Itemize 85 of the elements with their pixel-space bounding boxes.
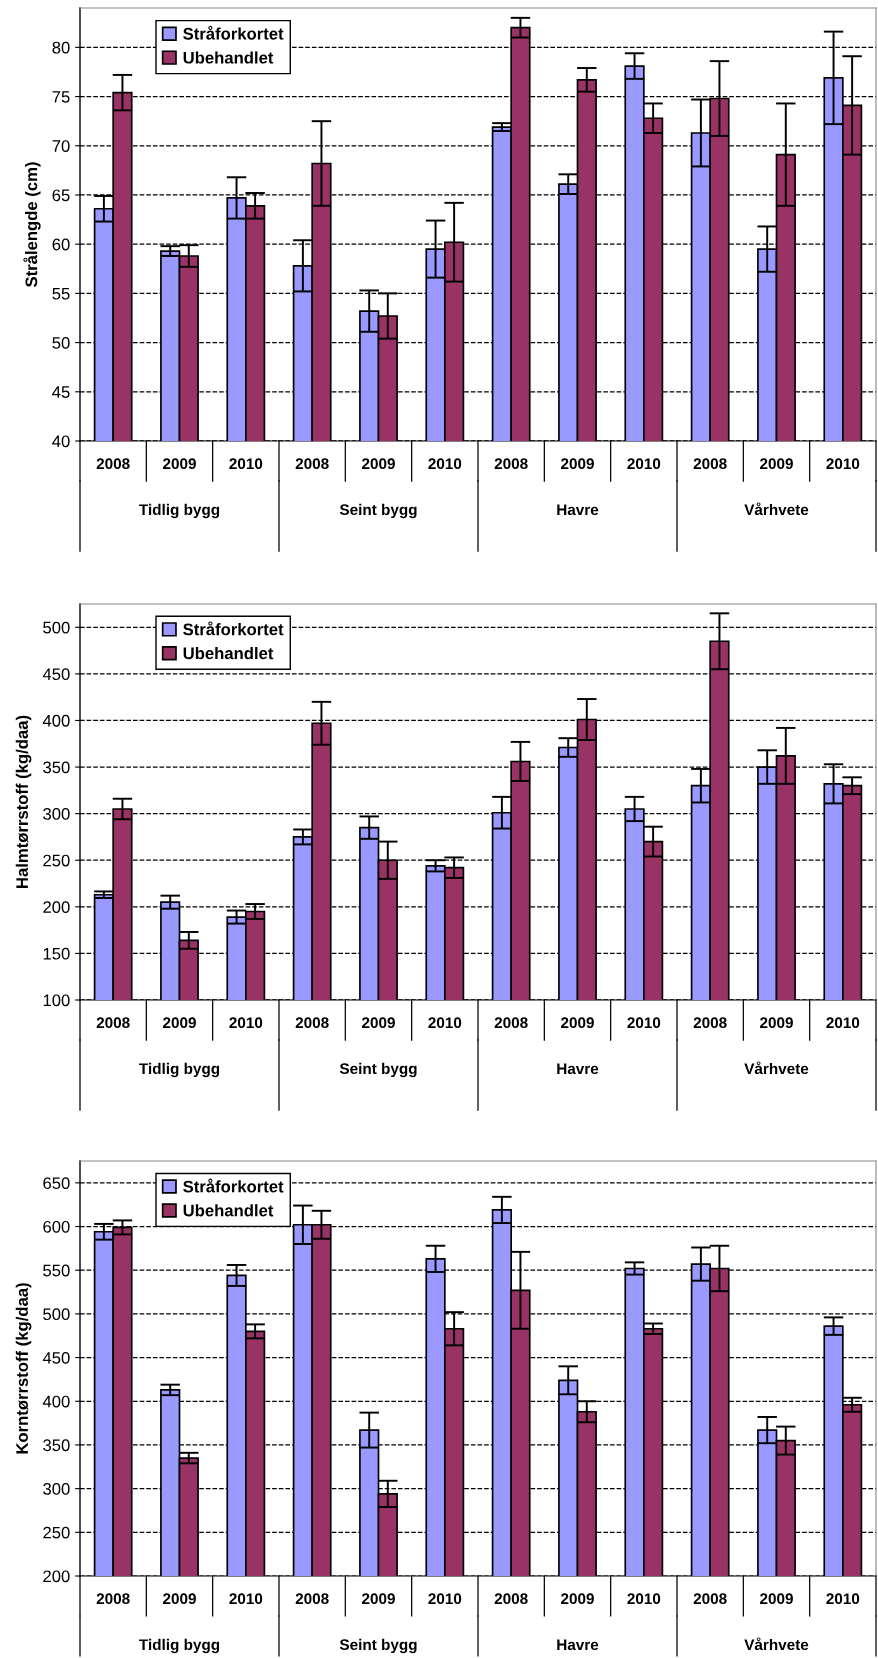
y-tick-label: 450	[42, 1351, 70, 1364]
x-tick-label: 2008	[295, 1593, 329, 1605]
x-tick-label: 2010	[428, 1593, 462, 1605]
x-tick-label: 2008	[494, 1593, 528, 1605]
x-tick-label: 2008	[96, 1017, 130, 1029]
legend-label: Stråforkortet	[183, 1178, 284, 1193]
x-tick-label: 2008	[494, 458, 528, 470]
text: Havre	[557, 1063, 599, 1075]
x-tick-label: 2008	[295, 458, 329, 470]
y-tick-label: 40	[52, 435, 70, 448]
x-tick-label: 2009	[561, 1017, 594, 1029]
y-tick-label: 200	[43, 901, 70, 914]
y-tick-label: 500	[43, 621, 70, 634]
x-tick-label: 2009	[561, 1593, 594, 1605]
y-axis-title: Korntørrstoff (kg/daa)	[15, 1283, 32, 1454]
text: Tidlig bygg	[139, 1062, 220, 1078]
legend-label: Ubehandlet	[183, 647, 274, 660]
y-tick-label: 400	[42, 1395, 70, 1408]
y-tick-label: 650	[43, 1177, 70, 1190]
text: Havre	[557, 1639, 599, 1651]
x-tick-label: 2010	[826, 1593, 860, 1605]
x-tick-label: 2009	[760, 1017, 793, 1029]
y-tick-label: 600	[43, 1220, 70, 1233]
y-tick-label: 60	[52, 238, 70, 251]
x-tick-label: 2009	[561, 458, 594, 470]
y-tick-label: 70	[52, 140, 70, 152]
y-tick-label: 450	[42, 668, 70, 681]
y-tick-label: 550	[43, 1264, 70, 1277]
y-tick-label: 80	[52, 41, 70, 54]
y-tick-label: 150	[43, 947, 70, 960]
x-tick-label: 2010	[229, 1593, 263, 1605]
y-tick-label: 300	[43, 808, 70, 820]
text: Vårhvete	[744, 1061, 809, 1075]
x-tick-label: 2010	[627, 1017, 661, 1029]
y-tick-label: 250	[43, 854, 70, 867]
x-tick-label: 2009	[760, 458, 793, 470]
x-tick-label: 2010	[428, 1017, 462, 1029]
x-tick-label: 2009	[163, 1593, 196, 1605]
legend-label: Stråforkortet	[183, 25, 284, 40]
y-tick-label: 250	[43, 1526, 70, 1539]
y-tick-label: 65	[52, 189, 70, 202]
text: Vårhvete	[744, 502, 809, 516]
x-tick-label: 2009	[163, 458, 196, 470]
x-tick-label: 2008	[96, 458, 130, 470]
legend-label: Ubehandlet	[183, 51, 274, 64]
y-tick-label: 50	[52, 336, 70, 349]
legend-label: Ubehandlet	[183, 1204, 274, 1217]
x-tick-label: 2010	[428, 458, 462, 470]
x-tick-label: 2008	[693, 458, 727, 470]
x-tick-label: 2010	[229, 458, 263, 470]
x-tick-label: 2009	[760, 1593, 793, 1605]
x-tick-label: 2010	[627, 458, 661, 470]
text: Seint bygg	[339, 1062, 417, 1078]
x-tick-label: 2010	[229, 1017, 263, 1029]
x-tick-label: 2009	[163, 1017, 196, 1029]
y-tick-label: 500	[43, 1308, 70, 1321]
x-tick-label: 2010	[627, 1593, 661, 1605]
x-tick-label: 2009	[362, 1593, 395, 1605]
y-tick-label: 100	[43, 994, 70, 1007]
text: Tidlig bygg	[139, 1638, 220, 1654]
text: Havre	[557, 504, 599, 516]
y-tick-label: 400	[42, 714, 70, 727]
y-axis-title: Strålengde (cm)	[23, 162, 41, 287]
y-axis-title: Halmtørrstoff (kg/daa)	[15, 715, 32, 888]
y-tick-label: 75	[52, 91, 70, 103]
x-tick-label: 2008	[693, 1593, 727, 1605]
y-tick-label: 350	[43, 1439, 70, 1452]
x-tick-label: 2008	[96, 1593, 130, 1605]
x-tick-label: 2008	[295, 1017, 329, 1029]
x-tick-label: 2009	[362, 458, 395, 470]
x-tick-label: 2009	[362, 1017, 395, 1029]
y-tick-label: 55	[52, 287, 70, 300]
text: Seint bygg	[339, 503, 417, 519]
text: Seint bygg	[339, 1638, 417, 1654]
legend-label: Stråforkortet	[183, 621, 284, 636]
text: Vårhvete	[744, 1637, 809, 1651]
y-tick-label: 300	[43, 1483, 70, 1495]
y-tick-label: 200	[43, 1570, 70, 1583]
x-tick-label: 2008	[494, 1017, 528, 1029]
x-tick-label: 2008	[693, 1017, 727, 1029]
x-tick-label: 2010	[826, 458, 860, 470]
text: Tidlig bygg	[139, 503, 220, 519]
x-tick-label: 2010	[826, 1017, 860, 1029]
y-tick-label: 350	[43, 761, 70, 774]
y-tick-label: 45	[52, 386, 70, 398]
